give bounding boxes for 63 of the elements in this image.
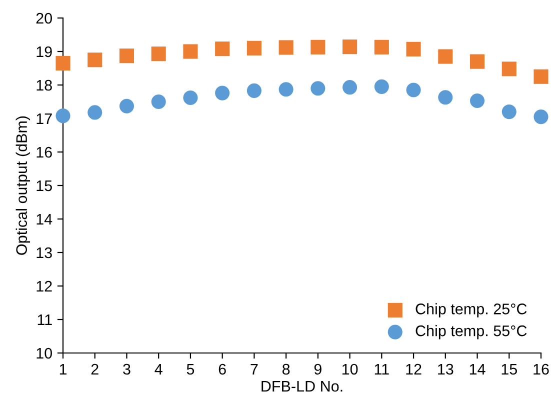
point	[438, 49, 453, 64]
point	[470, 93, 485, 108]
x-tick-label: 15	[502, 364, 517, 375]
point	[119, 48, 134, 64]
point	[534, 110, 548, 124]
point	[534, 69, 548, 84]
point	[374, 40, 389, 54]
x-tick-label: 1	[60, 364, 67, 374]
y-tick-label: 12	[36, 280, 52, 292]
point	[278, 40, 294, 55]
point	[183, 44, 198, 59]
x-tick-label: 4	[154, 364, 162, 374]
point	[470, 54, 485, 69]
point	[342, 80, 358, 95]
y-tick-label: 19	[36, 46, 52, 58]
x-tick-label: 12	[406, 364, 422, 374]
y-tick-label: 20	[36, 12, 52, 24]
point	[151, 94, 166, 110]
y-tick-label: 14	[36, 214, 52, 225]
y-tick-label: 10	[36, 348, 52, 359]
point	[502, 62, 516, 76]
x-tick-label: 2	[91, 364, 98, 374]
point	[215, 86, 230, 100]
y-tick-label: 15	[36, 180, 52, 192]
x-tick-label: 10	[342, 364, 358, 375]
x-tick-label: 9	[314, 364, 322, 375]
y-tick-label: 17	[36, 114, 52, 124]
legend-label: Chip temp. 55°C	[416, 325, 527, 340]
x-tick-label: 16	[534, 364, 549, 375]
x-tick-label: 5	[186, 364, 194, 375]
x-tick-label: 3	[123, 364, 130, 375]
point	[406, 82, 421, 98]
x-tick-label: 6	[218, 364, 226, 375]
x-tick-label: 14	[470, 364, 486, 374]
y-tick-label: 16	[36, 146, 52, 158]
y-tick-label: 13	[36, 247, 52, 258]
point	[246, 83, 262, 98]
x-axis-title: DFB-LD No.	[262, 380, 342, 392]
y-tick-label: 11	[38, 314, 52, 326]
point	[183, 90, 198, 106]
x-tick-label: 13	[438, 364, 454, 375]
legend-label: Chip temp. 25°C	[416, 303, 527, 318]
point	[310, 81, 326, 96]
point	[215, 42, 230, 56]
x-tick-label: 11	[374, 364, 389, 374]
point	[342, 40, 358, 54]
point	[56, 56, 70, 71]
point	[374, 79, 389, 94]
point	[438, 90, 453, 105]
point	[151, 46, 166, 62]
point	[119, 98, 134, 114]
x-tick-label: 8	[282, 364, 290, 375]
point	[88, 52, 102, 68]
point	[56, 108, 70, 124]
y-axis-title: Optical output (dBm)	[16, 116, 30, 255]
point	[246, 40, 262, 56]
x-tick-label: 7	[250, 364, 258, 374]
point	[502, 104, 516, 120]
y-tick-label: 18	[36, 80, 52, 91]
point	[406, 42, 421, 56]
point	[278, 82, 294, 97]
point	[88, 105, 102, 120]
point	[310, 40, 326, 54]
